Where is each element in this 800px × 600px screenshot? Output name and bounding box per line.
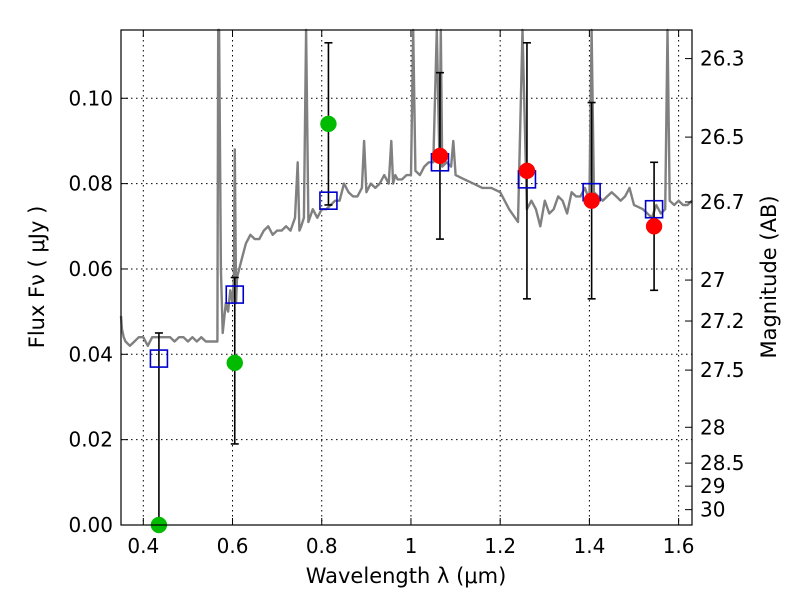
x-tick-label-3: 1 <box>405 534 418 558</box>
y-tick-label-3: 0.06 <box>68 257 113 281</box>
mag-tick-label-0: 26.3 <box>700 47 745 71</box>
red-observed-point-3 <box>645 218 663 235</box>
y-tick-label-5: 0.10 <box>68 86 113 110</box>
mag-tick-label-7: 28.5 <box>700 451 745 475</box>
grid-lines <box>121 30 692 526</box>
x-tick-label-4: 1.2 <box>484 534 516 558</box>
model-square-2 <box>319 191 338 210</box>
mag-tick-label-2: 26.7 <box>700 190 745 214</box>
x-tick-label-5: 1.4 <box>573 534 605 558</box>
model-square-6 <box>644 199 664 219</box>
x-axis-label: Wavelength λ (μm) <box>306 564 507 588</box>
model-spectrum-line <box>119 28 693 347</box>
x-tick-label-2: 0.8 <box>306 534 338 558</box>
mag-tick-label-8: 29 <box>700 474 725 498</box>
mag-tick-label-6: 28 <box>700 415 725 439</box>
tick-marks <box>121 30 692 526</box>
mag-tick-label-1: 26.5 <box>700 125 745 149</box>
model-square-0 <box>149 349 169 368</box>
y-tick-label-1: 0.02 <box>68 428 113 452</box>
x-tick-label-0: 0.4 <box>127 534 159 558</box>
y-axis-label: Flux Fν ( μJy ) <box>25 206 49 349</box>
y-tick-label-0: 0.00 <box>68 513 113 537</box>
y-tick-label-2: 0.04 <box>68 342 113 366</box>
green-observed-point-1 <box>226 354 244 372</box>
green-observed-point-2 <box>320 115 337 133</box>
x-tick-label-1: 0.6 <box>217 534 249 558</box>
marker-layer <box>149 115 664 534</box>
red-observed-point-2 <box>583 192 600 209</box>
mag-tick-label-9: 30 <box>700 498 725 522</box>
y-tick-label-4: 0.08 <box>68 172 113 196</box>
tick-labels: 0.4 0.6 0.8 1 1.2 1.4 1.6 0.00 0.02 0.04 0.06 0.08 0… <box>68 47 744 558</box>
mag-tick-label-4: 27.2 <box>700 309 745 333</box>
model-square-1 <box>225 285 245 304</box>
red-observed-point-1 <box>518 162 536 180</box>
mag-tick-label-3: 27 <box>700 268 725 292</box>
errorbar-layer <box>154 42 659 525</box>
x-tick-label-6: 1.6 <box>663 534 695 558</box>
spectrum-layer <box>119 28 693 347</box>
y-axis-right-label: Magnitude (AB) <box>757 195 781 358</box>
red-observed-point-0 <box>431 147 449 165</box>
mag-tick-label-5: 27.5 <box>700 358 745 382</box>
plot-frame <box>120 29 693 526</box>
